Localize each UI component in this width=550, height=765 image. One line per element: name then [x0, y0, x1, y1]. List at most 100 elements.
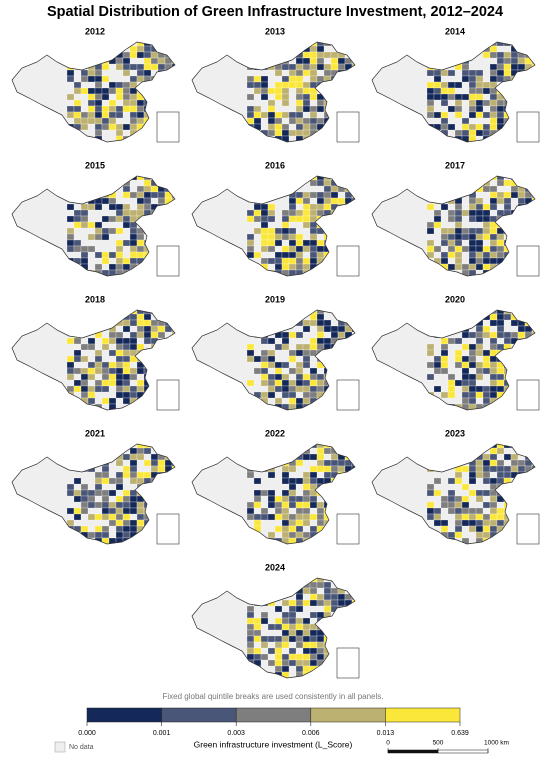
region	[517, 275, 526, 276]
region	[260, 215, 269, 223]
region	[267, 227, 276, 235]
region	[337, 275, 346, 276]
region	[66, 245, 75, 253]
region	[253, 141, 262, 142]
region	[475, 331, 484, 339]
region	[316, 75, 325, 83]
region	[129, 191, 138, 199]
region	[330, 105, 339, 113]
region	[316, 99, 325, 107]
region	[115, 343, 124, 351]
region	[524, 325, 533, 333]
region	[330, 483, 339, 491]
region	[171, 221, 175, 229]
region	[426, 349, 435, 357]
region	[87, 513, 96, 521]
region	[143, 337, 152, 345]
region	[87, 245, 96, 253]
region	[316, 209, 325, 217]
region	[344, 343, 353, 351]
region	[510, 367, 519, 375]
region	[302, 203, 311, 211]
region	[288, 513, 297, 521]
region	[351, 105, 355, 113]
region	[309, 367, 318, 375]
region	[288, 543, 297, 544]
region	[288, 63, 297, 71]
region	[288, 629, 297, 637]
region	[330, 99, 339, 107]
region	[129, 543, 138, 544]
region	[517, 221, 526, 229]
region	[171, 331, 175, 339]
region	[440, 69, 449, 77]
region	[524, 141, 533, 142]
panel-year: 2015	[85, 160, 105, 170]
region	[433, 93, 442, 101]
region	[143, 409, 152, 410]
region	[274, 513, 283, 521]
region	[351, 75, 355, 83]
region	[461, 209, 470, 217]
region	[482, 245, 491, 253]
region	[524, 477, 533, 485]
region	[323, 587, 332, 595]
region	[267, 647, 276, 655]
scale-segment	[437, 749, 489, 754]
region	[288, 45, 297, 53]
region	[302, 471, 311, 479]
region	[136, 251, 145, 259]
region	[295, 599, 304, 607]
region	[80, 69, 89, 77]
region	[517, 63, 526, 71]
region	[94, 489, 103, 497]
region	[330, 355, 339, 363]
region	[461, 453, 470, 461]
region	[171, 185, 175, 193]
region	[337, 355, 346, 363]
region	[260, 611, 269, 619]
region	[136, 367, 145, 375]
region	[337, 465, 346, 473]
region	[461, 513, 470, 521]
region	[454, 57, 463, 65]
region	[433, 361, 442, 369]
region	[171, 233, 175, 241]
region	[80, 453, 89, 461]
region	[517, 87, 526, 95]
region	[447, 337, 456, 345]
region	[510, 93, 519, 101]
region	[157, 57, 166, 65]
region	[426, 403, 435, 410]
region	[531, 209, 535, 217]
region	[150, 81, 159, 89]
region	[351, 611, 355, 619]
region	[129, 367, 138, 375]
region	[482, 251, 491, 259]
region	[108, 141, 117, 142]
region	[157, 239, 166, 247]
region	[143, 489, 152, 497]
region	[302, 543, 311, 544]
region	[468, 179, 477, 187]
region	[302, 349, 311, 357]
region	[164, 233, 173, 241]
region	[129, 519, 138, 527]
region	[267, 176, 276, 181]
region	[302, 105, 311, 113]
region	[281, 93, 290, 101]
region	[323, 69, 332, 77]
region	[323, 671, 332, 678]
region	[122, 69, 131, 77]
region	[475, 275, 484, 276]
region	[288, 677, 297, 678]
region	[433, 355, 442, 363]
region	[517, 355, 526, 363]
region	[323, 465, 332, 473]
region	[295, 135, 304, 142]
region	[531, 42, 535, 47]
region	[440, 447, 449, 455]
region	[496, 379, 505, 387]
region	[316, 197, 325, 205]
region	[489, 105, 498, 113]
